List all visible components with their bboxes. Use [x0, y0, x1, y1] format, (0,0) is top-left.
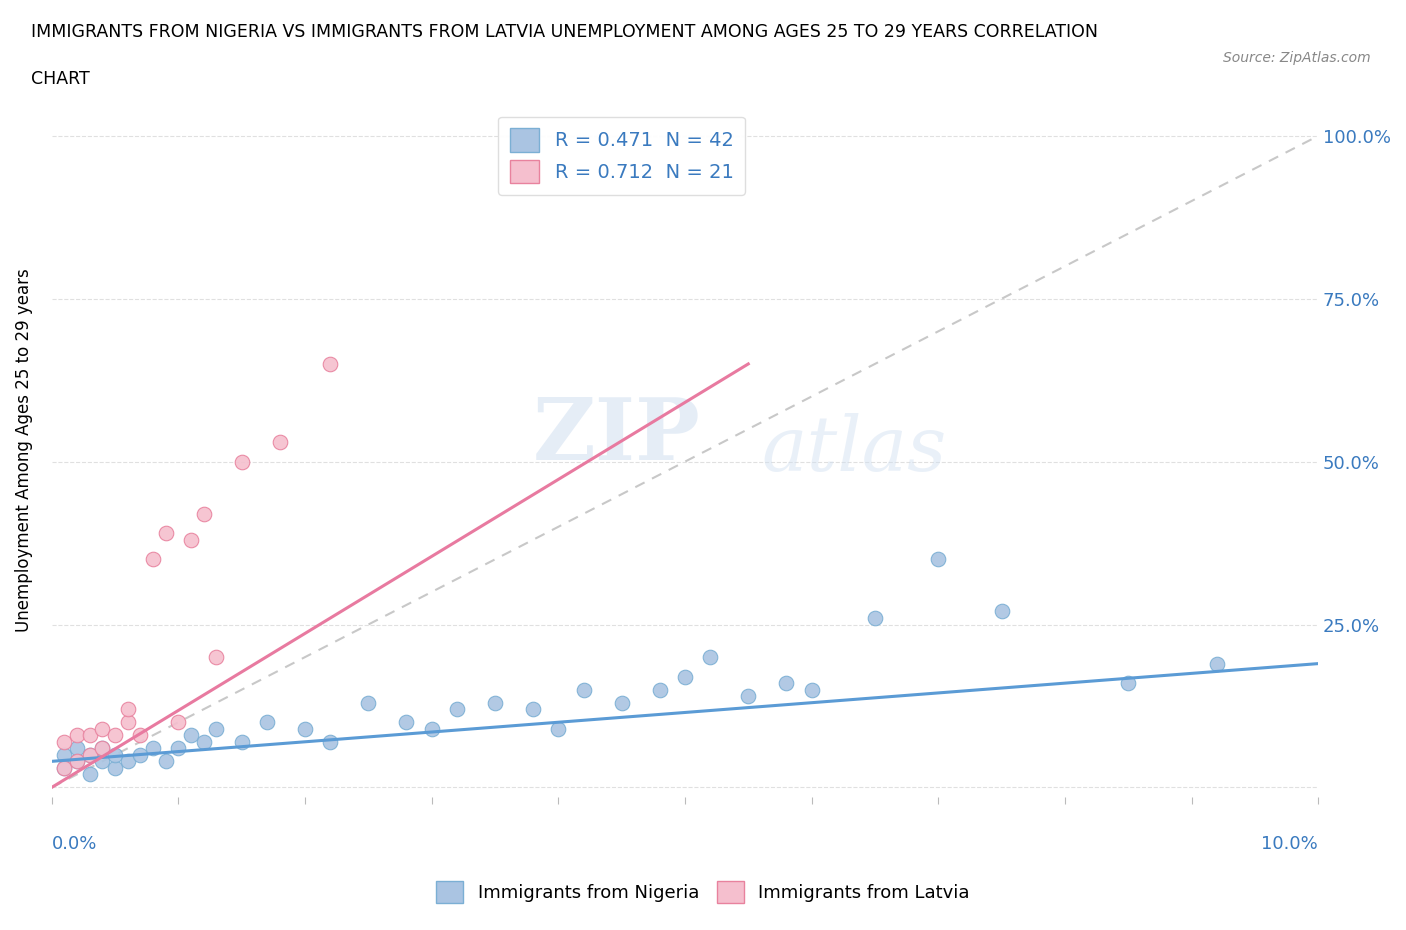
Point	[193, 506, 215, 521]
Point	[117, 715, 139, 730]
Point	[269, 434, 291, 449]
Point	[129, 728, 152, 743]
Point	[319, 356, 342, 371]
Point	[79, 728, 101, 743]
Point	[91, 741, 114, 756]
Point	[990, 604, 1012, 619]
Point	[231, 454, 253, 469]
Point	[484, 696, 506, 711]
Point	[167, 741, 190, 756]
Point	[294, 722, 316, 737]
Point	[66, 754, 89, 769]
Point	[205, 650, 228, 665]
Point	[53, 748, 76, 763]
Legend: R = 0.471  N = 42, R = 0.712  N = 21: R = 0.471 N = 42, R = 0.712 N = 21	[498, 116, 745, 195]
Point	[91, 722, 114, 737]
Point	[610, 696, 633, 711]
Point	[420, 722, 443, 737]
Point	[648, 683, 671, 698]
Point	[142, 741, 165, 756]
Point	[104, 761, 127, 776]
Point	[446, 702, 468, 717]
Point	[256, 715, 278, 730]
Point	[66, 754, 89, 769]
Point	[1205, 657, 1227, 671]
Point	[180, 728, 202, 743]
Point	[155, 754, 177, 769]
Text: CHART: CHART	[31, 70, 90, 87]
Point	[775, 676, 797, 691]
Point	[1116, 676, 1139, 691]
Y-axis label: Unemployment Among Ages 25 to 29 years: Unemployment Among Ages 25 to 29 years	[15, 269, 32, 632]
Point	[66, 741, 89, 756]
Text: IMMIGRANTS FROM NIGERIA VS IMMIGRANTS FROM LATVIA UNEMPLOYMENT AMONG AGES 25 TO : IMMIGRANTS FROM NIGERIA VS IMMIGRANTS FR…	[31, 23, 1098, 41]
Point	[927, 551, 949, 566]
Text: Source: ZipAtlas.com: Source: ZipAtlas.com	[1223, 51, 1371, 65]
Point	[79, 767, 101, 782]
Point	[91, 741, 114, 756]
Point	[231, 735, 253, 750]
Point	[193, 735, 215, 750]
Point	[53, 761, 76, 776]
Point	[91, 754, 114, 769]
Point	[117, 754, 139, 769]
Point	[167, 715, 190, 730]
Point	[117, 702, 139, 717]
Point	[66, 728, 89, 743]
Point	[104, 748, 127, 763]
Text: atlas: atlas	[761, 413, 946, 487]
Point	[572, 683, 595, 698]
Point	[79, 748, 101, 763]
Point	[395, 715, 418, 730]
Text: ZIP: ZIP	[533, 394, 700, 478]
Point	[180, 532, 202, 547]
Text: 10.0%: 10.0%	[1261, 835, 1319, 854]
Point	[104, 728, 127, 743]
Point	[737, 689, 759, 704]
Point	[53, 761, 76, 776]
Point	[800, 683, 823, 698]
Point	[863, 611, 886, 626]
Point	[673, 670, 696, 684]
Point	[205, 722, 228, 737]
Point	[155, 525, 177, 540]
Legend: Immigrants from Nigeria, Immigrants from Latvia: Immigrants from Nigeria, Immigrants from…	[429, 873, 977, 910]
Point	[142, 551, 165, 566]
Point	[522, 702, 544, 717]
Point	[53, 735, 76, 750]
Point	[319, 735, 342, 750]
Point	[699, 650, 721, 665]
Point	[357, 696, 380, 711]
Point	[547, 722, 569, 737]
Point	[129, 748, 152, 763]
Point	[79, 748, 101, 763]
Text: 0.0%: 0.0%	[52, 835, 97, 854]
